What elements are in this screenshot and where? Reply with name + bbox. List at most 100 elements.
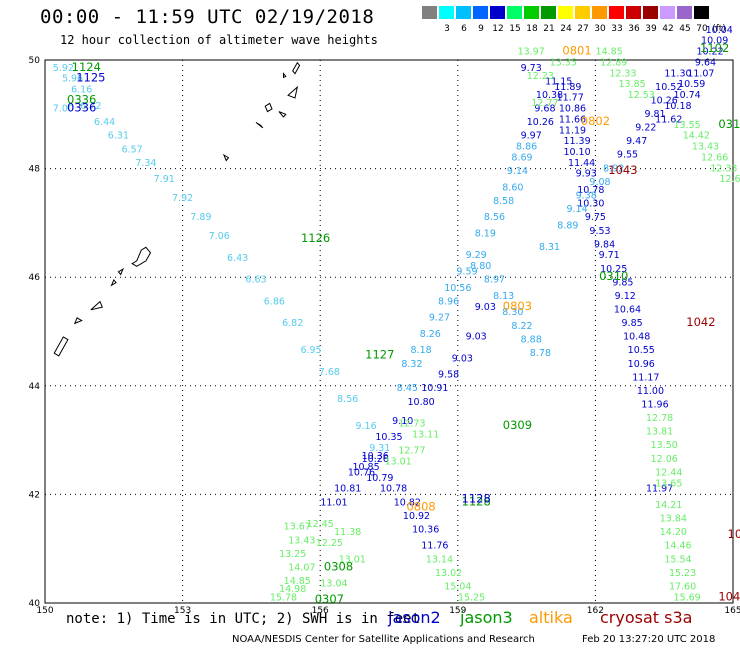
x-tick-label: 162 bbox=[587, 606, 604, 616]
wave-height-value: 14.07 bbox=[288, 562, 315, 573]
colorbar-swatch bbox=[643, 6, 658, 19]
colorbar-label: 45 bbox=[679, 24, 691, 34]
wave-height-value: 11.07 bbox=[687, 68, 714, 79]
pass-time-label: 0803 bbox=[503, 299, 532, 313]
legend-jason2: jason2 bbox=[388, 608, 441, 627]
wave-height-value: 11.89 bbox=[554, 82, 581, 93]
wave-height-value: 8.92 bbox=[603, 163, 624, 174]
wave-height-value: 14.20 bbox=[660, 527, 687, 538]
colorbar-swatch bbox=[439, 6, 454, 19]
wave-height-value: 9.85 bbox=[622, 318, 643, 329]
wave-height-value: 8.56 bbox=[484, 212, 505, 223]
wave-height-value: 12.33 bbox=[710, 163, 737, 174]
land-outline bbox=[255, 121, 264, 129]
wave-height-value: 14.42 bbox=[683, 131, 710, 142]
pass-time-label: 0802 bbox=[581, 114, 610, 128]
colorbar-swatch bbox=[422, 6, 437, 19]
pass-time-label: 0808 bbox=[406, 500, 435, 514]
wave-height-value: 9.64 bbox=[695, 57, 716, 68]
wave-height-value: 10.55 bbox=[628, 345, 655, 356]
wave-height-value: 9.85 bbox=[612, 277, 633, 288]
wave-height-value: 12.25 bbox=[316, 538, 343, 549]
wave-height-value: 13.43 bbox=[288, 535, 315, 546]
wave-height-value: 8.69 bbox=[511, 152, 532, 163]
colorbar-label: 33 bbox=[611, 24, 623, 34]
wave-height-value: 8.80 bbox=[470, 261, 491, 272]
colorbar-label: 39 bbox=[645, 24, 657, 34]
pass-time-label: 1040 bbox=[718, 589, 740, 603]
wave-height-value: 10.76 bbox=[348, 467, 375, 478]
wave-height-value: 10.85 bbox=[352, 462, 379, 473]
units-note: note: 1) Time is in UTC; 2) SWH is in fe… bbox=[66, 611, 421, 627]
wave-height-value: 11.19 bbox=[559, 125, 586, 136]
wave-height-value: 6.82 bbox=[282, 318, 303, 329]
colorbar-label: 27 bbox=[577, 24, 589, 34]
map-frame bbox=[44, 59, 734, 604]
wave-height-value: 9.97 bbox=[521, 131, 542, 142]
colorbar-label: 42 bbox=[662, 24, 674, 34]
wave-height-value: 11.66 bbox=[559, 114, 586, 125]
wave-height-value: 12.78 bbox=[646, 413, 673, 424]
wave-height-value: 9.16 bbox=[355, 421, 376, 432]
wave-height-value: 13.97 bbox=[518, 47, 545, 58]
wave-height-value: 12.06 bbox=[651, 454, 678, 465]
land-outline bbox=[131, 246, 152, 267]
wave-height-value: 9.22 bbox=[635, 123, 656, 134]
colorbar-swatch bbox=[541, 6, 556, 19]
wave-height-value: 13.11 bbox=[412, 429, 439, 440]
wave-height-value: 10.56 bbox=[444, 283, 471, 294]
wave-height-value: 13.25 bbox=[279, 549, 306, 560]
y-tick-label: 46 bbox=[29, 273, 41, 283]
page-subtitle: 12 hour collection of altimeter wave hei… bbox=[60, 33, 378, 47]
wave-height-value: 14.85 bbox=[596, 47, 623, 58]
wave-height-value: 12.73 bbox=[398, 419, 425, 430]
wave-height-value: 6.72 bbox=[80, 101, 101, 112]
wave-height-value: 11.77 bbox=[557, 93, 584, 104]
wave-height-value: 13.01 bbox=[339, 554, 366, 565]
wave-height-value: 13.50 bbox=[651, 440, 678, 451]
wave-height-value: 6.31 bbox=[108, 131, 129, 142]
pass-time-label: 0307 bbox=[315, 592, 344, 606]
y-tick-label: 48 bbox=[29, 165, 41, 175]
wave-height-value: 12.45 bbox=[307, 519, 334, 530]
wave-height-value: 10.18 bbox=[664, 101, 691, 112]
y-tick-label: 44 bbox=[29, 382, 41, 392]
wave-height-value: 14.46 bbox=[664, 541, 691, 552]
wave-height-value: 9.14 bbox=[507, 166, 528, 177]
wave-height-value: 13.14 bbox=[426, 554, 453, 565]
wave-height-value: 8.13 bbox=[493, 291, 514, 302]
pass-time-label: 0336 bbox=[67, 92, 96, 106]
wave-height-value: 13.55 bbox=[674, 120, 701, 131]
pass-time-label: 1043 bbox=[608, 163, 637, 177]
wave-height-value: 10.26 bbox=[362, 454, 389, 465]
colorbar-label: 9 bbox=[478, 24, 484, 34]
wave-height-value: 14.85 bbox=[284, 576, 311, 587]
legend-cryosat: cryosat s3a bbox=[600, 608, 693, 627]
pass-time-label: 0336 bbox=[67, 101, 96, 115]
x-tick-label: 159 bbox=[449, 606, 466, 616]
wave-height-value: 10.26 bbox=[527, 117, 554, 128]
wave-height-value: 10.78 bbox=[577, 185, 604, 196]
land-outline bbox=[292, 61, 301, 75]
wave-height-value: 10.81 bbox=[334, 484, 361, 495]
wave-height-value: 9.29 bbox=[466, 250, 487, 261]
wave-height-value: 6.86 bbox=[264, 296, 285, 307]
wave-height-value: 10.26 bbox=[651, 95, 678, 106]
generated-date: Feb 20 13:27:20 UTC 2018 bbox=[582, 634, 716, 645]
colorbar-swatch bbox=[558, 6, 573, 19]
wave-height-value: 9.08 bbox=[589, 177, 610, 188]
page-title: 00:00 - 11:59 UTC 02/19/2018 bbox=[40, 6, 375, 28]
wave-height-value: 9.75 bbox=[585, 212, 606, 223]
wave-height-value: 11.01 bbox=[320, 497, 347, 508]
wave-height-value: 9.71 bbox=[599, 250, 620, 261]
land-outline bbox=[287, 85, 299, 99]
wave-height-value: 15.23 bbox=[669, 568, 696, 579]
wave-height-value: 6.16 bbox=[71, 85, 92, 96]
land-outline bbox=[222, 153, 230, 162]
wave-height-value: 10.86 bbox=[559, 104, 586, 115]
x-tick-label: 156 bbox=[312, 606, 329, 616]
land-outline bbox=[90, 300, 103, 311]
legend-jason3: jason3 bbox=[460, 608, 513, 627]
wave-height-value: 13.67 bbox=[284, 522, 311, 533]
wave-height-value: 11.17 bbox=[632, 372, 659, 383]
